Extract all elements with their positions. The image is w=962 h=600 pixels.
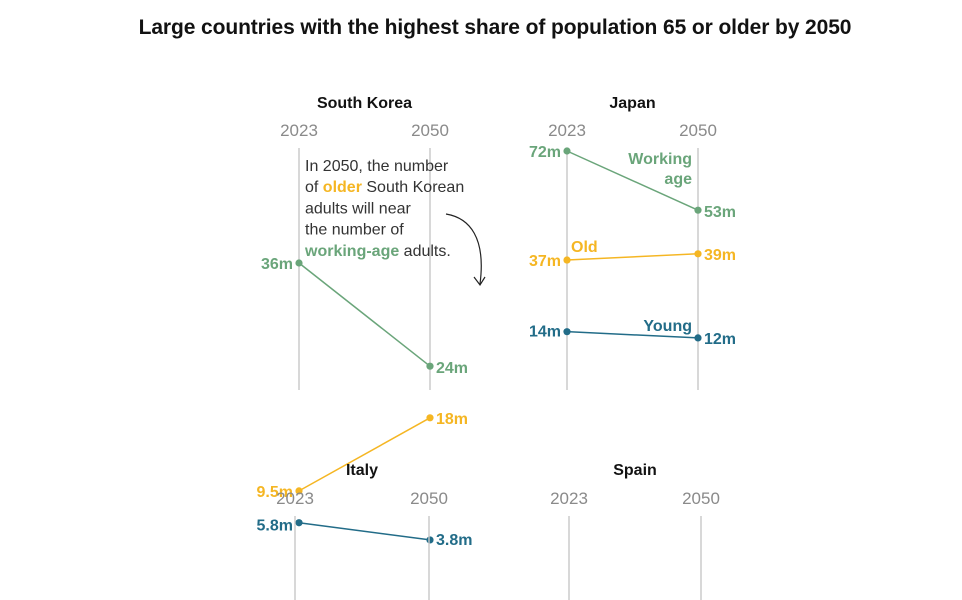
series-label-japan-young: Young	[643, 318, 692, 335]
annotation-text: of	[305, 179, 323, 196]
data-label-south-korea-old-2023: 9.5m	[257, 484, 293, 501]
series-line-south-korea-old	[298, 417, 431, 492]
data-label-japan-young-2050: 12m	[704, 331, 736, 348]
year-label-spain-2050: 2050	[682, 489, 720, 508]
annotation-arrow	[445, 213, 482, 285]
data-point-japan-old-2050	[694, 250, 702, 258]
panel-title-spain: Spain	[613, 462, 657, 479]
data-label-south-korea-young-2050: 3.8m	[436, 532, 472, 549]
year-label-spain-2023: 2023	[550, 489, 588, 508]
data-point-south-korea-working-2050	[426, 362, 434, 370]
series-label-japan-working-1: Working	[628, 151, 692, 168]
annotation-text: the number of	[305, 222, 404, 239]
data-point-japan-working-2023	[563, 147, 571, 155]
data-label-south-korea-young-2023: 5.8m	[257, 518, 293, 535]
data-label-japan-old-2023: 37m	[529, 253, 561, 270]
panel-title-japan: Japan	[609, 95, 655, 112]
year-label-japan-2050: 2050	[679, 121, 717, 140]
data-point-japan-young-2050	[694, 334, 702, 342]
data-point-south-korea-young-2050	[426, 536, 434, 544]
year-label-south-korea-2050: 2050	[411, 121, 449, 140]
data-label-japan-working-2050: 53m	[704, 204, 736, 221]
annotation-line-5: working-age adults.	[304, 243, 451, 260]
series-line-south-korea-young	[298, 521, 431, 541]
annotation-line-4: the number of	[305, 222, 404, 239]
annotation-highlight-old: older	[323, 179, 362, 196]
chart-title: Large countries with the highest share o…	[138, 16, 852, 39]
series-line-japan-working	[566, 150, 699, 211]
year-label-italy-2023: 2023	[276, 489, 314, 508]
annotation-text: In 2050, the number	[305, 158, 449, 175]
series-line-japan-old	[566, 253, 699, 261]
annotation-line-2: of older South Korean	[305, 179, 464, 196]
annotation-arrowhead	[473, 276, 486, 287]
data-label-japan-working-2023: 72m	[529, 144, 561, 161]
annotation-text: adults.	[399, 243, 451, 260]
panel-title-south-korea: South Korea	[317, 95, 412, 112]
series-label-japan-working-2: age	[664, 171, 692, 188]
year-label-japan-2023: 2023	[548, 121, 586, 140]
data-label-south-korea-working-2050: 24m	[436, 360, 468, 377]
data-point-japan-young-2023	[563, 328, 571, 336]
data-point-south-korea-working-2023	[295, 259, 303, 267]
data-point-japan-working-2050	[694, 206, 702, 214]
year-label-south-korea-2023: 2023	[280, 121, 318, 140]
data-point-south-korea-young-2023	[295, 519, 303, 527]
annotation-text: South Korean	[362, 179, 464, 196]
series-label-japan-old: Old	[571, 239, 598, 256]
data-point-south-korea-old-2023	[295, 487, 303, 495]
panel-title-italy: Italy	[346, 462, 378, 479]
annotation-line-3: adults will near	[305, 200, 412, 217]
data-point-south-korea-old-2050	[426, 414, 434, 422]
data-label-south-korea-old-2050: 18m	[436, 411, 468, 428]
annotation-highlight-working: working-age	[304, 243, 399, 260]
data-label-japan-old-2050: 39m	[704, 247, 736, 264]
year-label-italy-2050: 2050	[410, 489, 448, 508]
data-label-south-korea-working-2023: 36m	[261, 256, 293, 273]
series-line-japan-young	[566, 330, 699, 339]
annotation-line-1: In 2050, the number	[305, 158, 449, 175]
annotation-text: adults will near	[305, 200, 412, 217]
data-point-japan-old-2023	[563, 256, 571, 264]
series-line-south-korea-working	[298, 262, 431, 367]
data-label-japan-young-2023: 14m	[529, 324, 561, 341]
